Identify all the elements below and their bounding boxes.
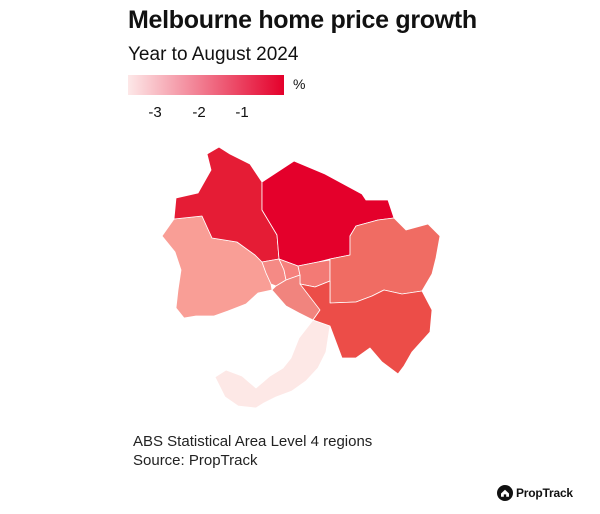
house-icon bbox=[497, 485, 513, 501]
region-mornington-peninsula bbox=[214, 319, 331, 409]
footnote-regions: ABS Statistical Area Level 4 regions bbox=[133, 433, 373, 450]
legend-unit: % bbox=[293, 76, 306, 92]
proptrack-logo: PropTrack bbox=[497, 485, 573, 501]
footnote-source: Source: PropTrack bbox=[133, 452, 258, 469]
legend-tick-label: -3 bbox=[148, 104, 162, 121]
region-south-east bbox=[299, 280, 433, 375]
legend-color-bar bbox=[128, 75, 284, 95]
chart-title: Melbourne home price growth bbox=[128, 6, 477, 34]
brand-name: PropTrack bbox=[516, 486, 573, 500]
legend-tick-label: -1 bbox=[235, 104, 249, 121]
chart-subtitle: Year to August 2024 bbox=[128, 44, 299, 65]
legend-tick-label: -2 bbox=[192, 104, 206, 121]
